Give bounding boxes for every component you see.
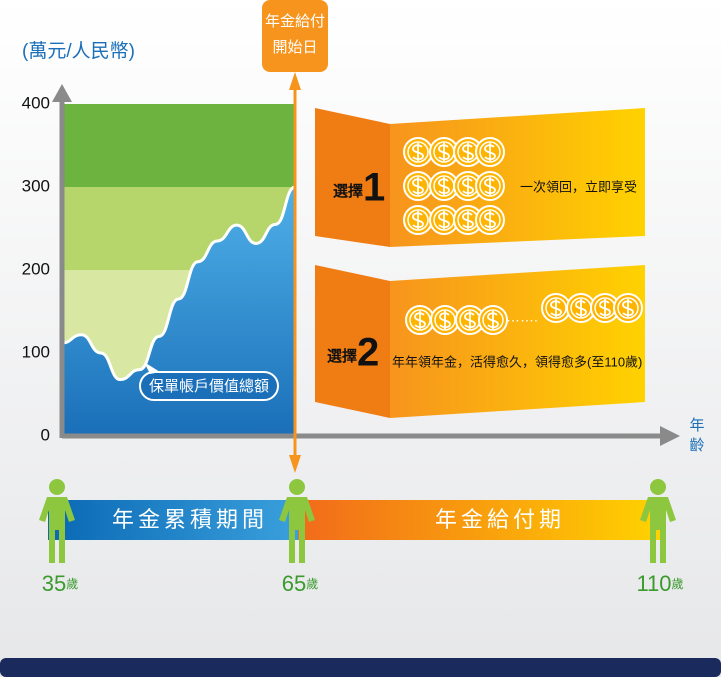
age: 110: [636, 571, 671, 596]
y-axis-label: (萬元/人民幣): [22, 40, 135, 62]
option-text: 年年領年金，活得愈久，領得愈多(至110歲): [392, 354, 642, 369]
y-tick-label: 200: [22, 259, 50, 278]
page: 保單帳戶價值總額 (萬元/人民幣) 年 齡 年金給付 開始日 ……. 選擇 1 …: [0, 0, 721, 677]
y-tick-label: 400: [22, 93, 50, 112]
infographic: 保單帳戶價值總額 (萬元/人民幣) 年 齡 年金給付 開始日 ……. 選擇 1 …: [0, 0, 721, 677]
svg-text:…….: …….: [506, 309, 538, 325]
y-tick-label: 300: [22, 176, 50, 195]
plot-band: [62, 104, 295, 187]
marker-box: [262, 0, 328, 72]
period-label: 年金累積期間: [112, 507, 268, 532]
marker-label: 年金給付: [265, 13, 325, 30]
age-unit: 歲: [672, 577, 684, 591]
option-number: 2: [357, 331, 379, 375]
x-axis-label: 年: [689, 417, 704, 434]
period-label: 年金給付期: [435, 507, 565, 532]
y-tick-label: 100: [22, 342, 50, 361]
marker-label: 開始日: [272, 39, 317, 56]
option-text: 一次領回，立即享受: [520, 179, 637, 194]
age-unit: 歲: [306, 577, 318, 591]
age-unit: 歲: [66, 577, 78, 591]
age: 35: [42, 571, 66, 596]
y-tick-label: 0: [41, 425, 50, 444]
box-front: [390, 265, 645, 418]
age: 65: [282, 571, 306, 596]
option-prefix: 選擇: [327, 347, 357, 365]
footer-bar: [0, 658, 721, 677]
area-label: 保單帳戶價值總額: [149, 377, 269, 395]
option-prefix: 選擇: [333, 182, 363, 200]
x-axis-label: 齡: [689, 437, 704, 454]
option-number: 1: [363, 166, 385, 210]
